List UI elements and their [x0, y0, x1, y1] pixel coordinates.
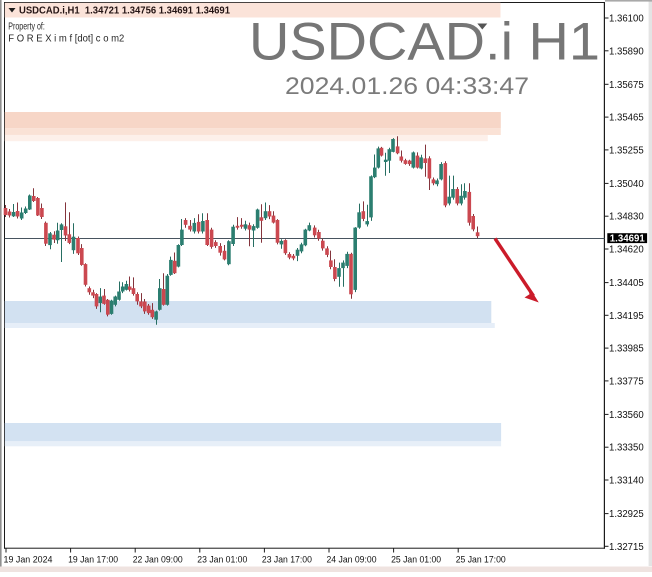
svg-text:19 Jan 2024: 19 Jan 2024 — [4, 555, 53, 566]
svg-text:1.35465: 1.35465 — [609, 113, 644, 124]
svg-text:1.34691: 1.34691 — [610, 233, 645, 244]
svg-text:1.33140: 1.33140 — [609, 476, 644, 487]
svg-text:1.33985: 1.33985 — [609, 344, 644, 355]
svg-text:24 Jan 09:00: 24 Jan 09:00 — [327, 555, 377, 566]
svg-text:1.33775: 1.33775 — [609, 376, 644, 387]
svg-text:2024.01.26 04:33:47: 2024.01.26 04:33:47 — [285, 73, 529, 100]
svg-text:23 Jan 17:00: 23 Jan 17:00 — [262, 555, 312, 566]
svg-text:1.36100: 1.36100 — [609, 14, 644, 25]
svg-text:1.35255: 1.35255 — [609, 145, 644, 156]
svg-text:25 Jan 01:00: 25 Jan 01:00 — [391, 555, 441, 566]
svg-text:1.32715: 1.32715 — [609, 542, 644, 553]
svg-text:USDCAD.i,H1 1.34721 1.34756 1: USDCAD.i,H1 1.34721 1.34756 1.34691 1.34… — [19, 6, 230, 17]
svg-text:23 Jan 01:00: 23 Jan 01:00 — [197, 555, 247, 566]
svg-text:1.33350: 1.33350 — [609, 443, 644, 454]
svg-text:Property of:: Property of: — [8, 22, 45, 33]
svg-text:1.35675: 1.35675 — [609, 80, 644, 91]
svg-text:25 Jan 17:00: 25 Jan 17:00 — [456, 555, 506, 566]
svg-text:1.34830: 1.34830 — [609, 212, 644, 223]
svg-text:1.33560: 1.33560 — [609, 410, 644, 421]
svg-text:1.34405: 1.34405 — [609, 278, 644, 289]
svg-text:19 Jan 17:00: 19 Jan 17:00 — [68, 555, 118, 566]
svg-text:1.34195: 1.34195 — [609, 311, 644, 322]
svg-text:USDCAD.i H1: USDCAD.i H1 — [249, 13, 600, 72]
svg-text:1.35890: 1.35890 — [609, 46, 644, 57]
svg-text:1.32925: 1.32925 — [609, 509, 644, 520]
svg-text:22 Jan 09:00: 22 Jan 09:00 — [133, 555, 183, 566]
svg-text:1.34620: 1.34620 — [609, 245, 644, 256]
svg-text:1.35040: 1.35040 — [609, 179, 644, 190]
svg-text:F O R E X i m f [dot] c o m2: F O R E X i m f [dot] c o m2 — [8, 34, 124, 45]
